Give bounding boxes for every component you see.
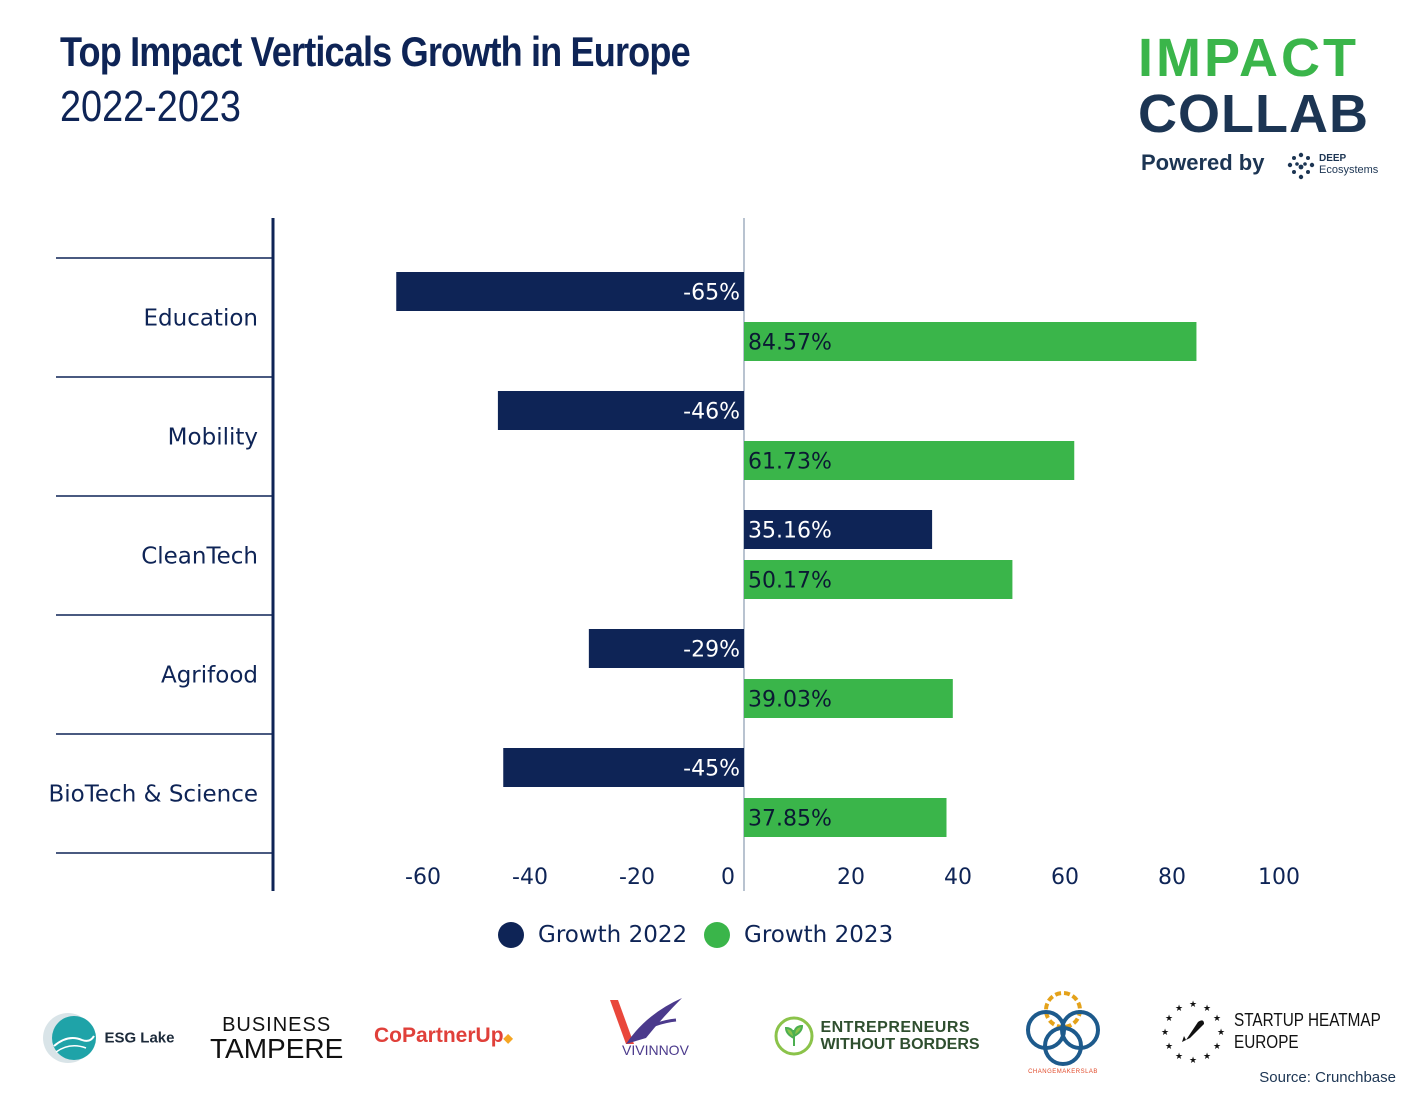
copartnerup-logo: CoPartnerUp◆ bbox=[374, 1024, 513, 1048]
startup-heatmap-line1: STARTUP HEATMAP bbox=[1234, 1010, 1382, 1030]
source-note: Source: Crunchbase bbox=[1259, 1069, 1396, 1086]
business-label: BUSINESS bbox=[222, 1014, 332, 1036]
data-label: 84.57% bbox=[748, 331, 832, 356]
ewb-line1: ENTREPRENEURS bbox=[820, 1019, 971, 1036]
svg-text:★: ★ bbox=[1217, 1028, 1225, 1038]
esg-lake-icon bbox=[43, 1013, 96, 1063]
svg-text:★: ★ bbox=[1189, 1000, 1197, 1010]
changemakerslab-label: CHANGEMAKERSLAB bbox=[1028, 1069, 1098, 1075]
category-label: Mobility bbox=[168, 425, 258, 451]
chart-title: Top Impact Verticals Growth in Europe bbox=[60, 28, 691, 75]
svg-text:★: ★ bbox=[1203, 1004, 1211, 1014]
category-label: Agrifood bbox=[161, 663, 258, 689]
svg-text:★: ★ bbox=[1175, 1052, 1183, 1062]
svg-text:★: ★ bbox=[1175, 1004, 1183, 1014]
category-label: BioTech & Science bbox=[49, 782, 258, 808]
logo-line-collab: COLLAB bbox=[1138, 84, 1369, 144]
entrepreneurs-without-borders-logo: ENTREPRENEURS WITHOUT BORDERS bbox=[774, 1016, 980, 1056]
legend-swatch-2022 bbox=[498, 922, 524, 948]
data-label: 37.85% bbox=[748, 807, 832, 832]
bar-chart: Education -65% 84.57% Mobility -46% 61.73% Cle… bbox=[49, 218, 1300, 891]
changemakerslab-rings-icon bbox=[1026, 991, 1100, 1066]
bar-2023 bbox=[744, 560, 1013, 599]
data-label: 50.17% bbox=[748, 569, 832, 594]
x-tick-label: -40 bbox=[512, 865, 548, 890]
x-tick-label: 40 bbox=[944, 865, 972, 890]
x-tick-label: 80 bbox=[1158, 865, 1186, 890]
data-label: -45% bbox=[683, 757, 740, 782]
bar-2022 bbox=[588, 629, 744, 668]
deep-label: DEEP bbox=[1319, 153, 1347, 164]
chart-subtitle: 2022-2023 bbox=[60, 82, 241, 131]
x-tick-label: 60 bbox=[1051, 865, 1079, 890]
startup-heatmap-line2: EUROPE bbox=[1234, 1032, 1300, 1052]
svg-text:★: ★ bbox=[1165, 1042, 1173, 1052]
svg-text:★: ★ bbox=[1165, 1014, 1173, 1024]
svg-text:★: ★ bbox=[1213, 1042, 1221, 1052]
vivinnov-bird-icon bbox=[610, 998, 682, 1044]
partner-logos: ESG Lake BUSINESS TAMPERE CoPartnerUp◆ V… bbox=[0, 990, 1422, 1080]
category-label: Education bbox=[143, 306, 258, 332]
esg-lake-logo: ESG Lake bbox=[28, 1012, 175, 1064]
bar-2023 bbox=[744, 798, 947, 837]
esg-lake-label: ESG Lake bbox=[104, 1029, 175, 1047]
legend-label-2023: Growth 2023 bbox=[744, 922, 894, 948]
bar-2022 bbox=[744, 510, 933, 549]
powered-by-label: Powered by bbox=[1141, 150, 1265, 175]
svg-text:★: ★ bbox=[1213, 1014, 1221, 1024]
svg-text:★: ★ bbox=[1161, 1028, 1169, 1038]
data-label: -29% bbox=[683, 638, 740, 663]
x-tick-label: 20 bbox=[837, 865, 865, 890]
data-label: -46% bbox=[683, 400, 740, 425]
deep-ecosystems-icon bbox=[1287, 152, 1315, 180]
data-label: -65% bbox=[683, 281, 740, 306]
ewb-leaf-icon bbox=[774, 1016, 814, 1056]
changemakerslab-logo: CHANGEMAKERSLAB bbox=[1016, 990, 1110, 1075]
svg-text:★: ★ bbox=[1189, 1056, 1197, 1064]
vivinnov-label: VIVINNOV bbox=[622, 1042, 689, 1058]
bar-2022 bbox=[503, 748, 744, 787]
chart-legend: Growth 2022 Growth 2023 bbox=[0, 922, 1422, 956]
data-label: 35.16% bbox=[748, 519, 832, 544]
bar-2023 bbox=[744, 441, 1075, 480]
ewb-line2: WITHOUT BORDERS bbox=[820, 1036, 980, 1053]
ecosystems-label: Ecosystems bbox=[1319, 164, 1379, 176]
startup-heatmap-europe-logo: ★ ★ ★ ★ ★ ★ ★ ★ ★ ★ ★ ★ STARTUP HEATMAP EUROPE bbox=[1160, 998, 1407, 1066]
bar-2022 bbox=[396, 272, 744, 311]
category-label: CleanTech bbox=[141, 544, 258, 570]
logo-line-impact: IMPACT bbox=[1138, 28, 1359, 88]
eu-stars-rocket-icon: ★ ★★★ ★★★★ ★★★★ bbox=[1161, 1000, 1225, 1066]
bar-2023 bbox=[744, 679, 953, 718]
copartnerup-label: CoPartnerUp bbox=[374, 1024, 504, 1047]
legend-item-2022: Growth 2022 bbox=[498, 922, 687, 948]
legend-swatch-2023 bbox=[704, 922, 730, 948]
bar-2022 bbox=[497, 391, 744, 430]
x-tick-label: -60 bbox=[405, 865, 441, 890]
x-tick-label: -20 bbox=[619, 865, 655, 890]
x-tick-label: 100 bbox=[1258, 865, 1300, 890]
legend-item-2023: Growth 2023 bbox=[704, 922, 893, 948]
data-label: 39.03% bbox=[748, 688, 832, 713]
impact-collab-logo: IMPACT COLLAB Powered by DEEP Ecosystems bbox=[1138, 28, 1378, 180]
business-tampere-logo: BUSINESS TAMPERE bbox=[210, 1014, 344, 1064]
vivinnov-logo: VIVINNOV bbox=[606, 994, 689, 1058]
data-label: 61.73% bbox=[748, 450, 832, 475]
x-tick-label: 0 bbox=[721, 865, 735, 890]
tampere-label: TAMPERE bbox=[210, 1033, 344, 1064]
deep-ecosystems-logo: DEEP Ecosystems bbox=[1286, 152, 1396, 180]
svg-text:★: ★ bbox=[1203, 1052, 1211, 1062]
legend-label-2022: Growth 2022 bbox=[538, 922, 688, 948]
bar-2023 bbox=[744, 322, 1197, 361]
copartnerup-mark: ◆ bbox=[503, 1031, 513, 1045]
